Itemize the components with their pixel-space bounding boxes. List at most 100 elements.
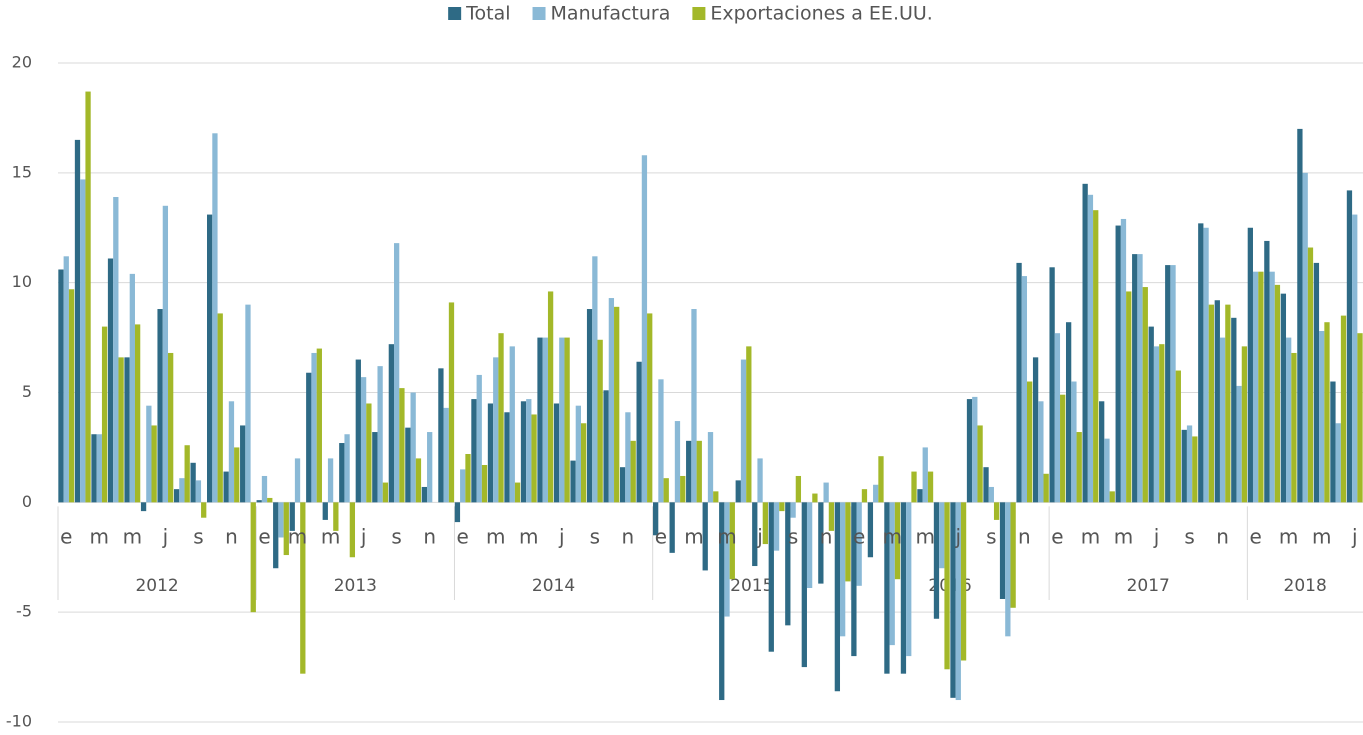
bar xyxy=(641,155,648,503)
bar xyxy=(960,502,967,661)
bar xyxy=(823,482,829,503)
bar xyxy=(124,357,130,503)
legend-label: Total xyxy=(465,3,510,25)
bar xyxy=(228,401,235,503)
bar xyxy=(917,489,923,503)
bar xyxy=(1071,381,1077,503)
legend-item: Manufactura xyxy=(532,3,671,25)
bar xyxy=(173,489,180,503)
bar xyxy=(256,500,262,503)
bar xyxy=(884,502,890,674)
bar xyxy=(547,291,554,503)
legend-label: Exportaciones a EE.UU. xyxy=(710,3,932,25)
year-label: 2017 xyxy=(1127,576,1170,596)
bar xyxy=(129,273,135,503)
bar xyxy=(1165,265,1171,503)
bar xyxy=(1137,254,1143,503)
bar xyxy=(867,502,874,558)
bar xyxy=(746,346,752,503)
x-tick-label: m xyxy=(486,525,505,549)
bar xyxy=(922,447,928,503)
bar xyxy=(564,337,570,503)
x-tick-label: j xyxy=(162,525,169,549)
legend-item: Exportaciones a EE.UU. xyxy=(692,3,933,25)
bar xyxy=(151,425,157,503)
bar xyxy=(454,502,461,523)
bar xyxy=(894,502,901,580)
bar xyxy=(146,405,152,503)
bar xyxy=(223,471,229,503)
bar xyxy=(377,366,383,503)
x-tick-label: e xyxy=(457,525,469,549)
bar xyxy=(250,502,256,613)
bar xyxy=(658,379,664,503)
bar xyxy=(762,502,768,545)
bar xyxy=(1175,370,1181,503)
x-tick-label: e xyxy=(853,525,865,549)
bar xyxy=(828,502,835,531)
bar xyxy=(366,403,372,503)
bar xyxy=(900,502,907,674)
bar xyxy=(686,440,692,503)
bar xyxy=(845,502,851,582)
bar xyxy=(1269,271,1275,503)
bar xyxy=(273,502,279,569)
bar xyxy=(702,502,708,571)
bar xyxy=(840,502,846,637)
bar xyxy=(349,502,356,558)
bar xyxy=(1241,346,1248,503)
year-label: 2012 xyxy=(135,576,178,596)
x-tick-label: e xyxy=(258,525,270,549)
bar xyxy=(113,196,119,503)
bar xyxy=(1038,401,1044,503)
x-tick-label: e xyxy=(655,525,667,549)
bar xyxy=(1258,271,1264,503)
bar xyxy=(1186,425,1193,503)
bar xyxy=(559,337,565,503)
x-tick-label: m xyxy=(123,525,142,549)
bar xyxy=(663,478,669,503)
bar xyxy=(1340,315,1347,503)
bar xyxy=(983,467,989,503)
x-tick-label: m xyxy=(1312,525,1331,549)
bar xyxy=(212,133,218,503)
bar xyxy=(168,352,174,503)
legend-label: Manufactura xyxy=(551,3,671,25)
bar xyxy=(955,502,961,701)
bar xyxy=(729,502,735,580)
x-tick-label: m xyxy=(882,525,901,549)
bar xyxy=(1170,265,1176,503)
bar xyxy=(1093,210,1099,503)
bar xyxy=(691,309,697,503)
x-tick-label: m xyxy=(684,525,703,549)
bar xyxy=(713,491,719,503)
bar xyxy=(614,306,620,503)
year-label: 2014 xyxy=(532,576,575,596)
x-tick-label: s xyxy=(193,525,203,549)
bar xyxy=(1192,436,1198,503)
bar xyxy=(1198,223,1204,503)
bar xyxy=(1302,172,1308,503)
bar xyxy=(1132,254,1138,503)
bar xyxy=(289,502,295,531)
bar xyxy=(107,258,114,503)
x-tick-label: s xyxy=(391,525,401,549)
bar xyxy=(140,502,147,512)
bar xyxy=(1252,271,1259,503)
bar xyxy=(240,425,246,503)
bar xyxy=(405,427,411,503)
bar xyxy=(1357,333,1363,503)
bar xyxy=(1307,247,1314,503)
bar xyxy=(625,412,631,503)
bar xyxy=(988,486,994,503)
x-tick-label: j xyxy=(558,525,565,549)
bar xyxy=(653,502,659,536)
bar xyxy=(339,443,345,503)
x-tick-label: m xyxy=(717,525,736,549)
bar xyxy=(427,432,433,503)
bar xyxy=(217,313,223,503)
bar xyxy=(1115,225,1121,503)
bar xyxy=(278,502,284,538)
bar xyxy=(476,374,482,503)
bar xyxy=(603,390,609,503)
